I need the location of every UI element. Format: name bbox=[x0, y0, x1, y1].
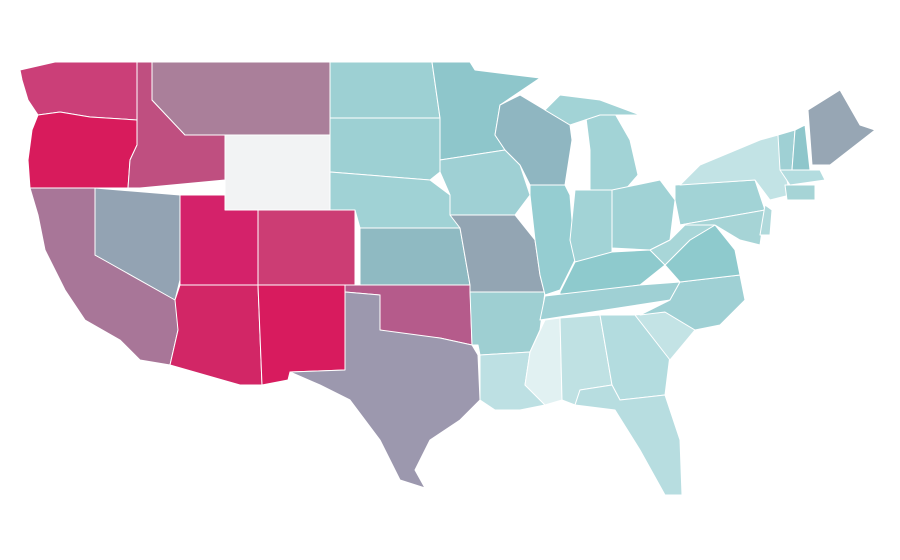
state bbox=[779, 169, 826, 186]
state bbox=[329, 61, 441, 119]
state bbox=[807, 89, 876, 166]
state bbox=[257, 209, 356, 286]
state bbox=[169, 284, 263, 386]
state bbox=[784, 184, 816, 201]
state bbox=[574, 384, 683, 496]
state bbox=[151, 61, 331, 136]
state bbox=[19, 61, 138, 121]
state bbox=[359, 227, 471, 286]
state bbox=[329, 117, 441, 181]
state bbox=[289, 291, 481, 489]
state bbox=[529, 184, 576, 296]
state bbox=[759, 204, 773, 236]
state bbox=[224, 134, 331, 211]
state bbox=[94, 187, 181, 301]
state bbox=[27, 111, 138, 189]
state bbox=[569, 189, 613, 263]
state bbox=[679, 209, 766, 246]
state bbox=[544, 94, 641, 126]
state bbox=[791, 124, 811, 171]
state bbox=[611, 179, 676, 251]
